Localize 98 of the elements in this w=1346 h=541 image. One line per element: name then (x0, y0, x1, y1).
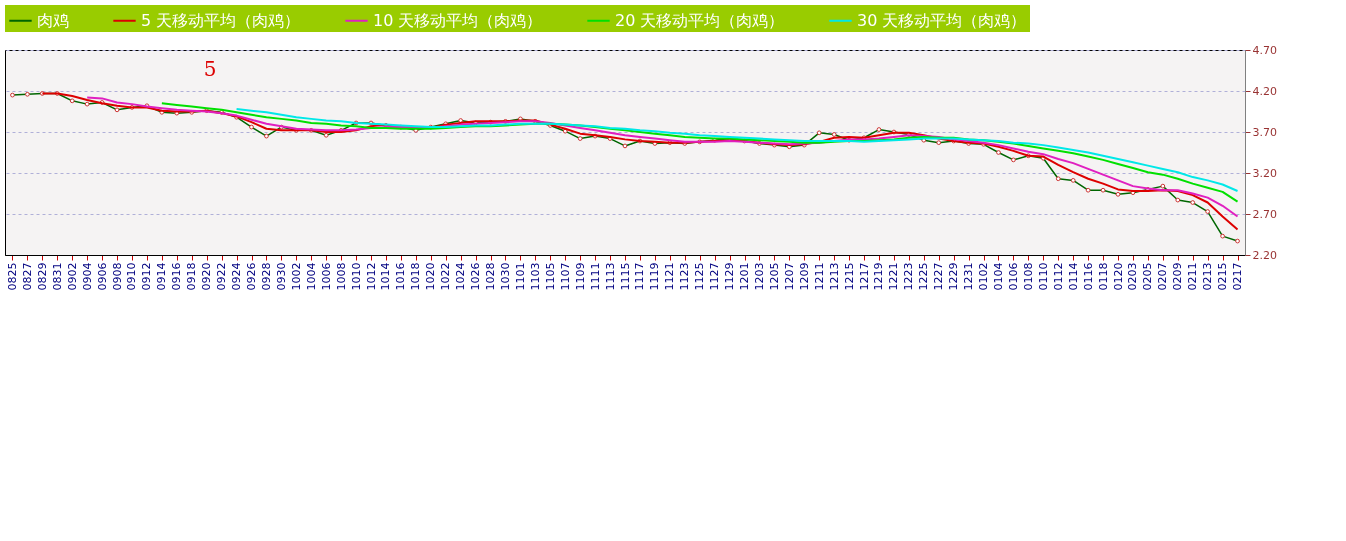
x-tick-label: 0914 (155, 262, 169, 291)
x-tick-label: 1223 (902, 262, 916, 291)
x-tick-label: 0831 (50, 262, 64, 291)
y-tick-label: 3.70 (1252, 125, 1277, 139)
x-tick-label: 0904 (80, 262, 94, 291)
x-tick-label: 1219 (872, 262, 886, 291)
y-tick-label: 2.20 (1252, 248, 1277, 262)
x-tick-label: 0116 (1081, 262, 1095, 291)
x-tick-label: 0910 (125, 262, 139, 291)
x-tick-label: 1207 (782, 262, 796, 291)
x-tick-label: 1113 (603, 262, 617, 291)
x-tick-label: 0928 (259, 262, 273, 291)
x-tick-label: 0120 (1111, 262, 1125, 291)
x-tick-label: 0106 (1006, 262, 1020, 291)
x-tick-label: 0924 (230, 262, 244, 291)
x-tick-label: 1117 (633, 262, 647, 291)
x-tick-label: 0930 (274, 262, 288, 291)
x-tick-label: 0827 (20, 262, 34, 291)
x-tick-label: 1231 (962, 262, 976, 291)
x-tick-label: 1121 (663, 262, 677, 291)
x-tick-label: 1123 (678, 262, 692, 291)
line-series (160, 102, 1239, 203)
x-tick-label: 0207 (1156, 262, 1170, 291)
x-tick-label: 0829 (35, 262, 49, 291)
x-tick-label: 0108 (1021, 262, 1035, 291)
x-tick-label: 0114 (1066, 262, 1080, 291)
x-tick-label: 0916 (170, 262, 184, 291)
x-tick-label: 1004 (304, 262, 318, 291)
x-tick-label: 1205 (767, 262, 781, 291)
x-tick-label: 1203 (752, 262, 766, 291)
x-tick-label: 1229 (947, 262, 961, 291)
legend-label: 30 天移动平均（肉鸡） (857, 10, 1027, 30)
x-tick-label: 1201 (738, 262, 752, 291)
x-tick-label: 1024 (454, 262, 468, 291)
y-tick-label: 3.20 (1252, 166, 1277, 180)
x-tick-label: 1109 (573, 262, 587, 291)
x-tick-label: 1221 (887, 262, 901, 291)
x-tick-label: 1225 (917, 262, 931, 291)
x-tick-label: 0217 (1231, 262, 1245, 291)
x-tick-label: 1119 (648, 262, 662, 291)
x-tick-label: 1016 (394, 262, 408, 291)
x-tick-label: 0213 (1201, 262, 1215, 291)
y-tick-label: 4.20 (1252, 84, 1277, 98)
x-tick-label: 1215 (842, 262, 856, 291)
x-tick-label: 1026 (469, 262, 483, 291)
x-tick-label: 0922 (215, 262, 229, 291)
x-tick-label: 1008 (334, 262, 348, 291)
x-tick-label: 0926 (245, 262, 259, 291)
y-tick-label: 2.70 (1252, 207, 1277, 221)
x-tick-label: 1107 (558, 262, 572, 291)
x-tick-label: 0825 (5, 262, 19, 291)
line-series (86, 96, 1239, 218)
x-tick-label: 0205 (1141, 262, 1155, 291)
x-tick-label: 0902 (65, 262, 79, 291)
annotation: 5 (203, 57, 217, 81)
x-tick-label: 1012 (364, 262, 378, 291)
x-tick-label: 0211 (1186, 262, 1200, 291)
x-tick-label: 1010 (349, 262, 363, 291)
x-tick-label: 1115 (618, 262, 632, 291)
x-tick-label: 0209 (1171, 262, 1185, 291)
x-tick-label: 1002 (289, 262, 303, 291)
x-tick-label: 1022 (439, 262, 453, 291)
x-tick-label: 1018 (409, 262, 423, 291)
x-tick-label: 1030 (498, 262, 512, 291)
x-tick-label: 0918 (185, 262, 199, 291)
x-tick-label: 1028 (484, 262, 498, 291)
legend-label: 5 天移动平均（肉鸡） (141, 10, 301, 30)
x-tick-label: 0203 (1126, 262, 1140, 291)
x-tick-label: 1014 (379, 262, 393, 291)
x-tick-label: 0906 (95, 262, 109, 291)
x-tick-label: 0215 (1216, 262, 1230, 291)
x-tick-label: 1213 (827, 262, 841, 291)
x-tick-label: 0112 (1051, 262, 1065, 291)
y-tick-label: 4.70 (1252, 43, 1277, 57)
x-tick-label: 1101 (513, 262, 527, 291)
x-tick-label: 1127 (708, 262, 722, 291)
legend-label: 肉鸡 (37, 10, 69, 30)
x-tick-label: 0118 (1096, 262, 1110, 291)
line-series (235, 108, 1239, 193)
x-tick-label: 1125 (693, 262, 707, 291)
x-tick-label: 1227 (932, 262, 946, 291)
x-tick-label: 0920 (200, 262, 214, 291)
x-tick-label: 0912 (140, 262, 154, 291)
x-tick-label: 1006 (319, 262, 333, 291)
x-tick-label: 0102 (977, 262, 991, 291)
x-tick-label: 1111 (588, 262, 602, 291)
legend-label: 10 天移动平均（肉鸡） (373, 10, 543, 30)
x-tick-label: 1211 (812, 262, 826, 291)
legend-label: 20 天移动平均（肉鸡） (615, 10, 785, 30)
x-tick-label: 0908 (110, 262, 124, 291)
x-tick-label: 0110 (1036, 262, 1050, 291)
x-tick-label: 1020 (424, 262, 438, 291)
x-tick-label: 1209 (797, 262, 811, 291)
x-tick-label: 1103 (528, 262, 542, 291)
x-tick-label: 1129 (723, 262, 737, 291)
x-tick-label: 0104 (991, 262, 1005, 291)
x-tick-label: 1105 (543, 262, 557, 291)
x-tick-label: 1217 (857, 262, 871, 291)
